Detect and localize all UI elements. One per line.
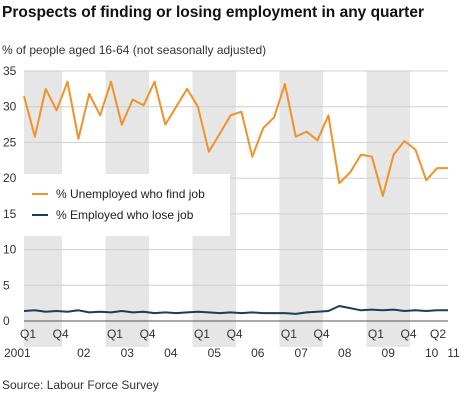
legend-label-employed: % Employed who lose job (56, 208, 194, 222)
legend-item-unemployed: % Unemployed who find job (32, 186, 205, 202)
x-year-label: 09 (382, 346, 396, 360)
series-lines (23, 80, 448, 315)
y-tick-label: 5 (3, 278, 10, 292)
x-year-label: 06 (251, 346, 265, 360)
x-quarter-label: Q2 (430, 327, 446, 341)
x-quarter-label: Q4 (227, 327, 243, 341)
chart-subtitle: % of people aged 16-64 (not seasonally a… (2, 43, 267, 57)
x-year-label: 08 (338, 346, 352, 360)
x-year-label: 03 (121, 346, 135, 360)
legend-swatch-unemployed (32, 193, 48, 195)
x-quarter-label: Q4 (53, 327, 69, 341)
legend-item-employed: % Employed who lose job (32, 207, 193, 223)
x-year-label: 2001 (4, 346, 31, 360)
x-year-label: 10 (425, 346, 439, 360)
x-year-label: 04 (164, 346, 178, 360)
y-tick-label: 20 (3, 171, 17, 185)
y-axis-ticks: 0 5 10 15 20 25 30 35 (3, 64, 17, 328)
legend-swatch-employed (32, 214, 48, 216)
legend-label-unemployed: % Unemployed who find job (56, 187, 205, 201)
y-tick-label: 25 (3, 135, 17, 149)
x-year-label: 07 (295, 346, 309, 360)
y-tick-label: 10 (3, 243, 17, 257)
x-year-label: 11 (447, 346, 460, 360)
series-line (23, 80, 448, 197)
chart-legend: % Unemployed who find job % Employed who… (24, 174, 230, 236)
x-quarter-label: Q1 (368, 327, 384, 341)
x-quarter-label: Q4 (401, 327, 417, 341)
x-axis-labels: Q1 Q4 Q1 Q4 Q1 Q4 Q1 Q4 Q1 Q4 Q2 2001 02 03 04 05 06 07 08… (4, 327, 460, 360)
y-tick-label: 30 (3, 100, 17, 114)
source-note: Source: Labour Force Survey (2, 378, 159, 392)
series-line (23, 305, 448, 315)
x-quarter-label: Q4 (314, 327, 330, 341)
y-tick-label: 15 (3, 207, 17, 221)
x-quarter-label: Q1 (281, 327, 297, 341)
x-quarter-label: Q1 (194, 327, 210, 341)
y-tick-label: 0 (3, 314, 10, 328)
x-quarter-label: Q1 (107, 327, 123, 341)
year-band (279, 71, 323, 347)
chart-title: Prospects of finding or losing employmen… (2, 4, 424, 21)
x-year-label: 02 (77, 346, 91, 360)
x-quarter-label: Q1 (20, 327, 36, 341)
y-tick-label: 35 (3, 64, 17, 78)
x-year-label: 05 (208, 346, 222, 360)
x-quarter-label: Q4 (140, 327, 156, 341)
year-bands (24, 71, 410, 347)
year-band (366, 71, 410, 347)
